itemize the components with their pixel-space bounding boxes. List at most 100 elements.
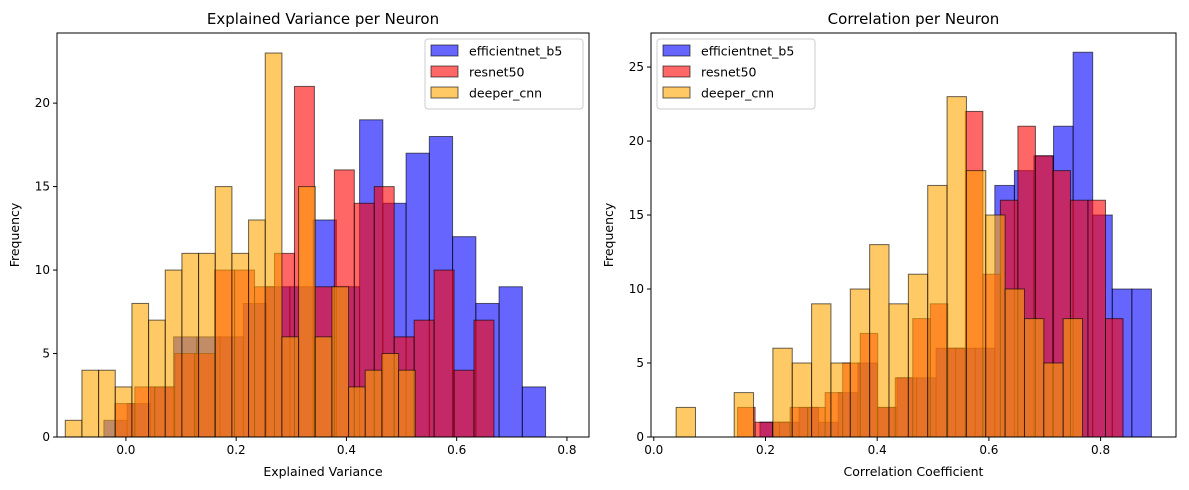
histogram-bar	[231, 252, 250, 438]
legend-label: deeper_cnn	[469, 86, 542, 101]
y-tick-label: 20	[35, 96, 50, 110]
histogram-bar	[791, 362, 813, 438]
histogram-bar	[946, 96, 967, 438]
y-tick-label: 0	[636, 430, 644, 444]
histogram-bar	[811, 303, 832, 438]
histogram-bar	[131, 302, 150, 438]
legend-swatch	[430, 65, 459, 78]
histogram-bar	[398, 369, 416, 438]
histogram-bar	[1104, 318, 1124, 438]
legend-swatch	[662, 86, 691, 99]
y-tick-label: 25	[629, 60, 644, 74]
legend-label: resnet50	[469, 65, 525, 80]
histogram-bar	[348, 386, 366, 438]
legend: efficientnet_b5 resnet50 deeper_cnn	[656, 38, 816, 110]
histogram-bar	[754, 421, 774, 438]
histogram-bar	[1043, 362, 1064, 438]
legend-label: efficientnet_b5	[701, 44, 794, 59]
histogram-bar	[1023, 318, 1045, 438]
legend-swatch	[662, 65, 691, 78]
x-tick-label: 0.4	[868, 443, 887, 457]
histogram-bar	[114, 386, 133, 438]
y-axis-label: Frequency	[601, 202, 616, 267]
histogram-bar	[907, 273, 929, 438]
legend-label: efficientnet_b5	[469, 44, 562, 59]
y-tick-label: 10	[629, 282, 644, 296]
histogram-bar	[498, 286, 523, 438]
x-tick-label: 0.8	[1091, 443, 1110, 457]
correlation-panel: Correlation per Neuron Correlation Coeff…	[601, 10, 1177, 479]
histogram-bar	[164, 269, 183, 438]
chart-title: Correlation per Neuron	[828, 10, 1000, 28]
series-deeper_cnn	[675, 96, 1084, 438]
y-axis-label: Frequency	[7, 202, 22, 267]
histogram-bar	[81, 369, 100, 438]
x-tick-label: 0.0	[644, 443, 663, 457]
bars	[675, 51, 1152, 438]
x-tick-label: 0.4	[337, 443, 356, 457]
legend-label: resnet50	[701, 65, 757, 80]
x-tick-label: 0.2	[227, 443, 246, 457]
histogram-bar	[521, 386, 547, 438]
x-tick-label: 0.6	[979, 443, 998, 457]
axes-frame	[650, 32, 1177, 438]
x-tick-label: 0.2	[756, 443, 775, 457]
legend-label: deeper_cnn	[701, 86, 774, 101]
bars	[64, 52, 547, 438]
legend: efficientnet_b5 resnet50 deeper_cnn	[424, 38, 584, 110]
histogram-bar	[298, 186, 316, 438]
histogram-bar	[830, 362, 851, 438]
histogram-bar	[198, 252, 216, 438]
y-tick-label: 10	[35, 263, 50, 277]
y-tick-label: 0	[42, 430, 50, 444]
histogram-bar	[264, 52, 283, 438]
histogram-bar	[1004, 288, 1025, 438]
y-tick-label: 5	[42, 347, 50, 361]
x-axis-label: Correlation Coefficient	[844, 464, 984, 479]
histogram-bar	[433, 269, 455, 438]
y-tick-label: 5	[636, 356, 644, 370]
y-tick-label: 20	[629, 134, 644, 148]
x-tick-label: 0.0	[116, 443, 135, 457]
histogram-bar	[772, 347, 793, 438]
histogram-bar	[965, 170, 987, 438]
histogram-bar	[1131, 288, 1152, 438]
histogram-bar	[98, 369, 116, 438]
legend-swatch	[430, 86, 459, 99]
legend-swatch	[662, 44, 691, 57]
legend-swatch	[430, 44, 459, 57]
histogram-bar	[1087, 199, 1106, 438]
histogram-bar	[849, 288, 871, 438]
y-tick-label: 15	[35, 180, 50, 194]
histogram-bar	[381, 353, 400, 438]
histogram-bar	[214, 186, 233, 438]
histogram-bar	[1062, 318, 1084, 438]
histogram-bar	[364, 369, 383, 438]
histogram-bar	[281, 336, 300, 438]
histogram-bar	[64, 419, 83, 438]
histogram-bar	[331, 286, 350, 438]
histogram-bar	[248, 219, 266, 438]
legend-box	[656, 38, 816, 110]
histogram-bar	[927, 184, 948, 438]
explained-variance-panel: Explained Variance per Neuron Explained …	[7, 10, 590, 479]
legend-box	[424, 38, 584, 110]
axes-frame	[56, 32, 590, 438]
x-axis-label: Explained Variance	[263, 464, 383, 479]
y-tick-label: 15	[629, 208, 644, 222]
chart-title: Explained Variance per Neuron	[207, 10, 439, 28]
histogram-bar	[985, 214, 1006, 438]
histogram-bar	[473, 319, 495, 438]
histogram-bar	[181, 252, 200, 438]
histogram-bar	[413, 319, 435, 438]
histogram-bar	[888, 303, 909, 438]
histogram-bar	[869, 244, 890, 438]
x-tick-label: 0.8	[557, 443, 576, 457]
histogram-bar	[314, 336, 333, 438]
histogram-bar	[675, 406, 696, 438]
histogram-bar	[148, 319, 166, 438]
histogram-bar	[733, 392, 755, 438]
histogram-bar	[453, 369, 475, 438]
x-tick-label: 0.6	[447, 443, 466, 457]
